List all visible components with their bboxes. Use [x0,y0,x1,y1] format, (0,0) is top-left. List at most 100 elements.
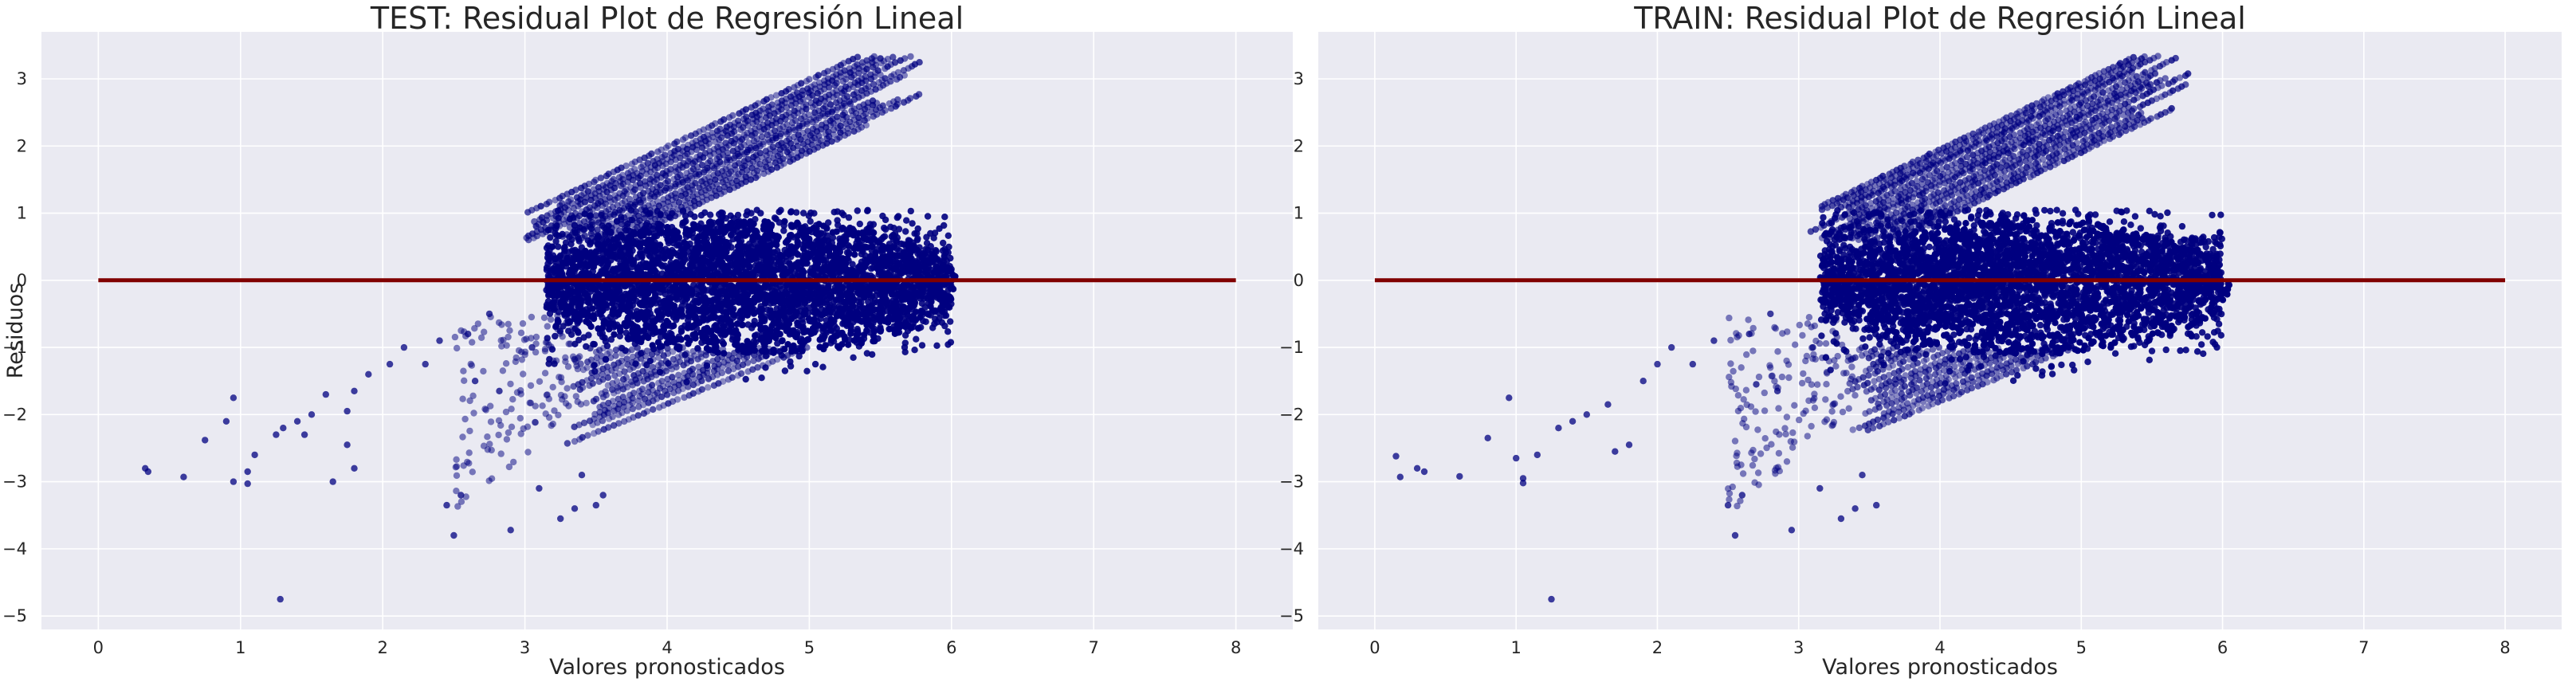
test-scatter-point [734,223,742,230]
test-scatter-point [915,91,923,98]
test-scatter-point [799,325,807,332]
test-scatter-point [878,257,886,265]
test-scatter-point [809,325,817,332]
test-scatter-point [724,292,731,300]
test-scatter-point [740,286,748,293]
test-scatter-point [590,315,598,322]
test-scatter-point [854,236,862,243]
test-scatter-point [709,337,716,344]
test-scatter-point [757,210,764,217]
test-scatter-point [624,212,631,219]
test-scatter-point [803,336,811,343]
test-scatter-point [667,253,674,261]
test-scatter-point [664,322,671,329]
test-scatter-point [907,53,914,61]
test-scatter-point [764,246,772,253]
test-scatter-point [545,256,552,263]
test-scatter-point [931,308,939,316]
test-scatter-point [941,214,948,221]
test-scatter-point [846,272,853,279]
test-scatter-point [813,296,821,304]
test-scatter-point [788,316,795,323]
test-scatter-point [567,241,575,248]
test-scatter-point [721,229,728,236]
test-scatter-point [787,363,795,370]
test-scatter-point [696,225,703,233]
test-scatter-point [927,291,934,299]
test-scatter-point [564,231,571,238]
test-scatter-point [754,263,762,270]
test-scatter-point [781,218,788,225]
test-scatter-point [790,342,797,350]
test-scatter-point [705,306,713,314]
test-scatter-point [945,243,952,251]
test-scatter-point [600,256,607,263]
test-scatter-point [670,302,678,310]
test-scatter-point [610,175,617,183]
test-scatter-point [907,324,915,331]
test-scatter-point [758,374,765,382]
test-scatter-point [794,241,801,249]
test-scatter-point [726,304,733,311]
test-scatter-point [890,225,897,232]
test-scatter-point [786,260,793,267]
test-scatter-point [924,213,932,220]
test-scatter-point [841,333,848,340]
test-scatter-point [630,335,638,342]
test-scatter-point [870,332,878,339]
test-scatter-point [812,307,819,314]
test-scatter-point [929,324,937,331]
test-scatter-point [944,328,952,335]
test-scatter-point [809,241,816,249]
test-scatter-point [776,331,783,338]
test-scatter-point [811,319,818,326]
test-scatter-point [681,285,688,292]
test-scatter-point [618,344,626,352]
test-scatter-point [583,292,591,299]
test-scatter-point [943,296,951,304]
test-scatter-point [833,228,840,235]
test-scatter-point [626,310,634,317]
test-scatter-point [693,257,700,264]
test-scatter-point [616,323,623,331]
test-scatter-point [815,231,822,238]
test-scatter-point [930,234,937,241]
test-scatter-point [681,218,688,226]
test-scatter-point [684,242,691,250]
test-scatter-point [817,243,824,250]
test-scatter-point [654,339,662,346]
test-scatter-point [877,325,884,332]
test-scatter-point [910,242,917,249]
test-scatter-point [674,286,681,293]
test-scatter-point [895,225,903,233]
test-scatter-point [885,253,892,261]
test-scatter-point [645,334,652,342]
test-scatter-point [750,321,757,328]
test-scatter-point [902,292,909,299]
test-scatter-point [839,225,846,232]
test-scatter-point [650,323,658,331]
test-scatter-point [772,267,779,274]
test-scatter-point [906,251,913,258]
test-scatter-point [611,331,618,338]
test-scatter-point [833,296,840,304]
test-scatter-point [876,305,883,313]
test-scatter-point [569,261,576,268]
test-scatter-point [745,340,753,347]
test-scatter-point [686,323,693,330]
test-scatter-point [716,302,723,309]
test-scatter-point [749,233,756,241]
test-scatter-point [845,231,852,238]
test-scatter-point [876,239,883,246]
test-scatter-point [677,327,685,335]
test-scatter-point [825,282,832,289]
test-scatter-point [815,221,823,228]
test-scatter-points [142,53,959,603]
test-scatter-point [740,218,748,225]
test-scatter-point [922,318,929,325]
test-scatter-point [922,268,929,276]
test-scatter-point [824,306,832,314]
test-scatter-point [691,213,698,221]
test-scatter-point [661,255,668,262]
test-scatter-point [615,308,623,316]
